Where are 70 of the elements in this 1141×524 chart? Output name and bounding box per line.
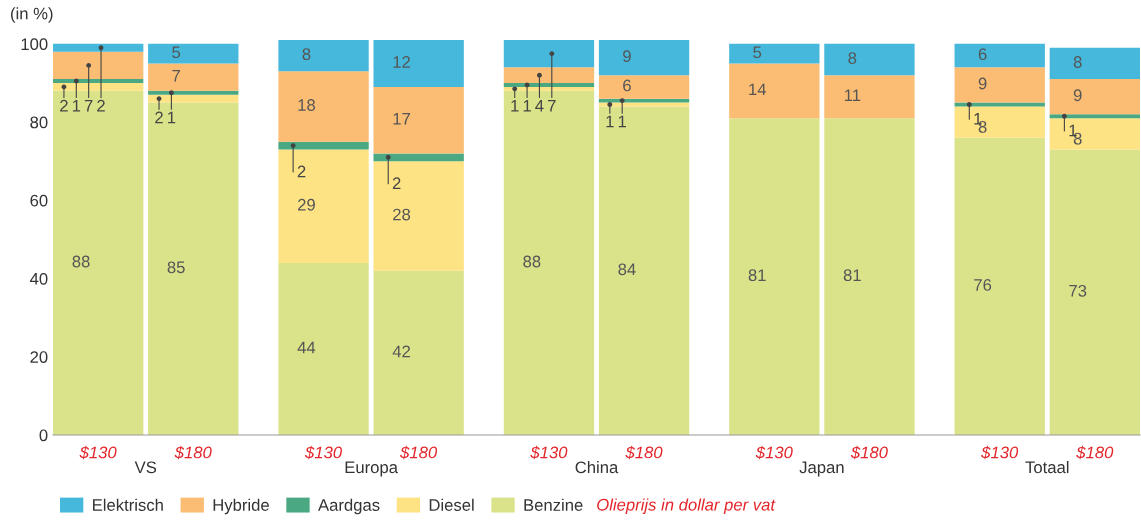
x-tick-label: $130 bbox=[530, 445, 568, 460]
data-label: 6 bbox=[978, 48, 987, 61]
data-label: 81 bbox=[748, 269, 766, 282]
data-label: 1 bbox=[511, 100, 519, 112]
x-tick-label: $130 bbox=[304, 445, 342, 460]
data-label: 84 bbox=[618, 263, 636, 276]
y-tick-label: 20 bbox=[30, 351, 48, 363]
data-label: 29 bbox=[298, 198, 315, 211]
data-label: 28 bbox=[393, 208, 411, 221]
legend-label: Diesel bbox=[429, 498, 474, 511]
text: VS bbox=[134, 461, 157, 474]
data-label: 85 bbox=[167, 261, 185, 274]
x-tick-label: $180 bbox=[400, 445, 438, 460]
y-tick-label: 60 bbox=[30, 194, 48, 207]
data-label: 7 bbox=[172, 69, 180, 82]
data-label: 5 bbox=[753, 46, 762, 59]
text: Totaal bbox=[1025, 460, 1069, 474]
data-label: 12 bbox=[393, 56, 410, 68]
y-tick-label: 100 bbox=[21, 38, 48, 51]
data-label: 1 bbox=[168, 111, 176, 124]
data-label: 8 bbox=[848, 52, 857, 64]
data-label: 73 bbox=[1069, 284, 1087, 297]
data-label: 1 bbox=[606, 115, 614, 128]
y-tick-label: 40 bbox=[29, 272, 48, 285]
legend-label: Benzine bbox=[524, 498, 583, 511]
x-tick-label: $130 bbox=[79, 445, 117, 460]
x-tick-label: $180 bbox=[625, 445, 663, 460]
data-label: 9 bbox=[1073, 89, 1082, 102]
y-axis-title: (in %) bbox=[11, 7, 53, 23]
text: Europa bbox=[345, 461, 398, 477]
x-tick-label: $180 bbox=[174, 445, 212, 460]
text: Olieprijs in dollar per vat bbox=[597, 498, 776, 514]
legend-label: Hybride bbox=[213, 498, 269, 515]
data-label: 6 bbox=[623, 79, 631, 92]
data-label: 9 bbox=[623, 50, 631, 63]
data-label: 8 bbox=[1073, 56, 1082, 68]
text: Japan bbox=[799, 461, 844, 477]
data-label: 7 bbox=[84, 100, 93, 112]
data-label: 42 bbox=[392, 345, 410, 358]
x-tick-label: $180 bbox=[1076, 445, 1114, 460]
x-tick-label: $130 bbox=[981, 445, 1019, 460]
data-label: 1 bbox=[72, 100, 81, 112]
data-label: 44 bbox=[297, 341, 316, 354]
y-tick-label: 80 bbox=[30, 116, 48, 129]
data-label: 81 bbox=[843, 269, 861, 282]
data-label: 11 bbox=[844, 89, 861, 101]
data-label: 76 bbox=[974, 279, 992, 291]
data-label: 17 bbox=[393, 112, 410, 125]
data-label: 88 bbox=[72, 255, 90, 268]
data-label: 2 bbox=[392, 177, 401, 189]
data-label: 8 bbox=[302, 48, 311, 61]
data-label: 14 bbox=[749, 83, 766, 96]
data-label: 2 bbox=[60, 99, 68, 112]
data-label: 7 bbox=[548, 100, 556, 112]
data-label: 2 bbox=[155, 111, 163, 124]
data-label: 9 bbox=[978, 77, 987, 90]
data-label: 1 bbox=[523, 100, 531, 112]
x-tick-label: $130 bbox=[755, 445, 793, 460]
legend-label: Elektrisch bbox=[93, 498, 163, 511]
legend-label: Aardgas bbox=[318, 498, 380, 515]
text: China bbox=[575, 460, 619, 474]
data-label: 4 bbox=[535, 100, 544, 112]
x-tick-label: $180 bbox=[850, 445, 888, 460]
data-label: 2 bbox=[297, 165, 306, 178]
data-label: 1 bbox=[618, 115, 626, 128]
y-tick-label: 0 bbox=[39, 429, 48, 442]
data-label: 2 bbox=[97, 99, 105, 112]
data-label: 88 bbox=[523, 255, 541, 268]
data-label: 18 bbox=[298, 99, 315, 111]
data-label: 5 bbox=[172, 46, 181, 59]
